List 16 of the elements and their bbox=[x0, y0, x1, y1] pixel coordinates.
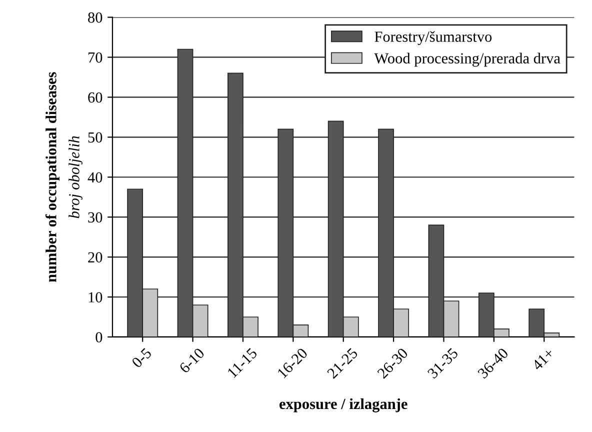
x-tick-label: 6-10 bbox=[178, 347, 205, 374]
legend-label: Forestry/šumarstvo bbox=[374, 31, 492, 46]
legend-label: Wood processing/prerada drva bbox=[374, 52, 560, 67]
y-axis-title: number of occupational diseases broj oboljelih bbox=[45, 72, 82, 282]
y-tick-label: 20 bbox=[88, 252, 102, 262]
y-tick-label: 70 bbox=[88, 52, 102, 63]
y-tick-label: 50 bbox=[88, 132, 102, 143]
x-tick-label: 0-5 bbox=[131, 347, 152, 368]
x-tick-label: 41+ bbox=[531, 348, 555, 371]
x-axis-title: exposure / izlaganje bbox=[280, 398, 408, 412]
y-tick-label: 60 bbox=[88, 92, 102, 103]
y-tick-label: 30 bbox=[88, 212, 102, 223]
y-tick-label: 40 bbox=[88, 172, 102, 183]
y-tick-label: 10 bbox=[88, 292, 102, 302]
y-tick-label: 0 bbox=[96, 332, 102, 342]
y-tick-label: 80 bbox=[88, 12, 102, 23]
